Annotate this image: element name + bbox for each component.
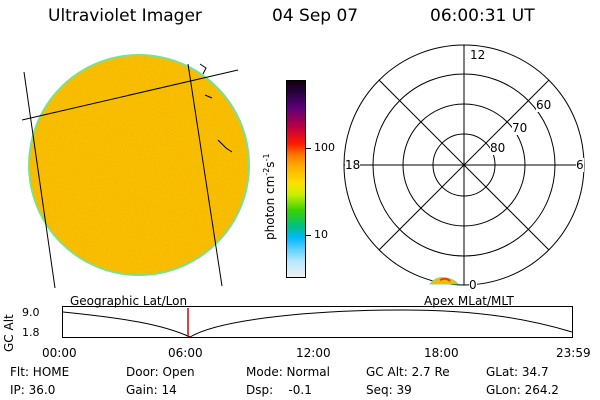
date-label: 04 Sep 07 <box>272 6 359 26</box>
altitude-ytick: 1.8 <box>22 326 40 339</box>
app-title: Ultraviolet Imager <box>48 6 202 26</box>
altitude-xtick: 12:00 <box>296 346 331 360</box>
info-glat: GLat: 34.7 <box>486 365 549 379</box>
altitude-xtick: 00:00 <box>42 346 77 360</box>
polar-axis-diagonal <box>378 79 550 251</box>
colorbar-tick <box>306 235 311 236</box>
info-ip: IP: 36.0 <box>10 383 56 397</box>
longitude-line-east <box>187 63 223 287</box>
lat-label-70: 70 <box>512 121 528 135</box>
mlt-label-12: 12 <box>470 48 486 62</box>
info-gc-alt: GC Alt: 2.7 Re <box>366 365 450 379</box>
colorbar <box>286 80 306 278</box>
colorbar-unit-label: photon cm-2s-1 <box>262 153 277 240</box>
info-mode: Mode: Normal <box>246 365 330 379</box>
uv-disk-texture <box>30 56 248 274</box>
image-panel-label: Geographic Lat/Lon <box>70 294 188 308</box>
mlt-label-0: 0 <box>469 278 477 292</box>
info-glon: GLon: 264.2 <box>486 383 559 397</box>
longitude-line-west <box>23 71 56 289</box>
lat-label-60: 60 <box>536 98 552 112</box>
altitude-plot <box>62 306 573 338</box>
altitude-xtick: 23:59 <box>556 346 591 360</box>
uv-image-panel <box>21 54 250 289</box>
coastline-mark <box>204 94 213 99</box>
altitude-xtick: 06:00 <box>168 346 203 360</box>
colorbar-tick-label: 100 <box>314 141 335 154</box>
altitude-curve <box>62 309 573 338</box>
coastline-mark <box>217 139 233 153</box>
mlt-label-6: 6 <box>576 158 584 172</box>
info-door: Door: Open <box>126 365 195 379</box>
polar-plot <box>343 44 585 286</box>
altitude-plot-frame <box>62 306 573 338</box>
colorbar-tick <box>306 148 311 149</box>
info-gain: Gain: 14 <box>126 383 177 397</box>
coastline-mark <box>199 63 207 75</box>
info-flight: Flt: HOME <box>10 365 70 379</box>
polar-panel-label: Apex MLat/MLT <box>424 294 514 308</box>
mlt-label-18: 18 <box>345 158 361 172</box>
altitude-ylabel: GC Alt <box>2 314 16 352</box>
info-dsp: Dsp: -0.1 <box>246 383 312 397</box>
latitude-line <box>21 69 239 121</box>
lat-label-80: 80 <box>490 141 506 155</box>
altitude-xtick: 18:00 <box>424 346 459 360</box>
info-seq: Seq: 39 <box>366 383 412 397</box>
time-label: 06:00:31 UT <box>430 6 535 26</box>
altitude-ytick: 9.0 <box>22 306 40 319</box>
aurora-patch-core <box>439 277 451 282</box>
colorbar-tick-label: 10 <box>314 228 328 241</box>
